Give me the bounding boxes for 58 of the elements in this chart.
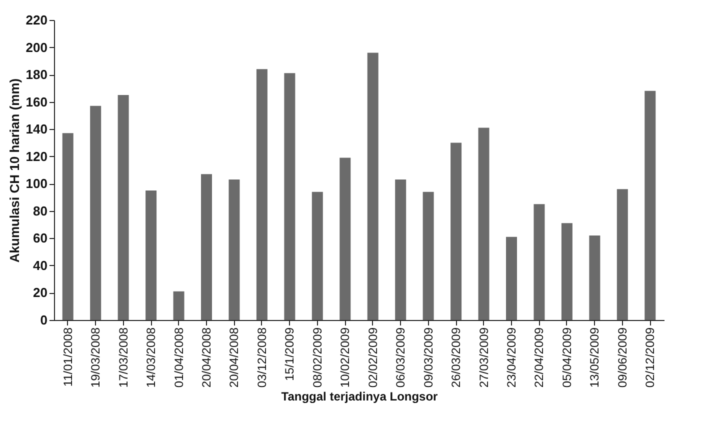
x-tick-label: 23/04/2009 <box>504 327 518 388</box>
y-tick-label: 200 <box>26 40 48 55</box>
bar <box>589 235 600 320</box>
bar <box>228 180 240 320</box>
x-tick-label: 22/04/2009 <box>532 327 546 388</box>
y-tick-label: 120 <box>26 148 48 164</box>
y-tick-label: 140 <box>26 122 48 137</box>
bar <box>395 180 406 320</box>
x-tick-label: 08/02/2009 <box>310 327 324 388</box>
bar <box>616 189 628 320</box>
bar <box>561 223 572 320</box>
x-tick-label: 09/03/2009 <box>421 327 436 388</box>
x-tick-label: 20/04/2008 <box>227 327 242 388</box>
y-tick-label: 20 <box>33 285 48 300</box>
y-tick-label: 180 <box>26 67 48 82</box>
bar <box>450 142 462 320</box>
y-tick-label: 160 <box>26 94 48 110</box>
bar <box>284 73 296 320</box>
y-tick-label: 80 <box>33 203 48 218</box>
x-tick-label: 27/03/2009 <box>476 327 491 388</box>
x-tick-label: 02/02/2009 <box>366 327 380 388</box>
bar <box>644 90 656 320</box>
x-tick-label: 19/03/2008 <box>88 327 103 388</box>
x-tick-label: 09/06/2009 <box>615 327 630 388</box>
bar <box>506 236 517 320</box>
y-tick-label: 60 <box>33 230 48 246</box>
bar <box>256 69 268 320</box>
bar <box>340 158 351 320</box>
x-tick-label: 06/03/2009 <box>394 327 408 388</box>
bar <box>478 128 490 320</box>
x-tick-label: 05/04/2009 <box>560 327 574 388</box>
x-tick-label: 02/12/2009 <box>643 327 658 388</box>
bar <box>201 174 212 320</box>
x-tick-label: 10/02/2009 <box>338 327 352 388</box>
x-tick-label: 17/03/2008 <box>116 327 130 388</box>
bar <box>118 95 129 320</box>
bar <box>367 52 378 320</box>
y-tick-label: 100 <box>26 176 48 192</box>
x-tick-label: 03/12/2008 <box>254 327 269 388</box>
x-tick-label: 14/03/2008 <box>144 327 158 388</box>
y-tick-label: 0 <box>40 312 48 328</box>
x-tick-label: 20/04/2008 <box>200 327 214 388</box>
x-tick-label: 15/1/2009 <box>282 327 297 381</box>
x-tick-label: 01/04/2008 <box>172 327 186 388</box>
bar <box>173 291 184 320</box>
bar <box>422 192 434 320</box>
bar <box>312 192 323 320</box>
bar <box>90 106 102 320</box>
bar <box>534 204 545 320</box>
x-tick-label: 26/03/2009 <box>449 327 464 388</box>
bar <box>62 133 74 320</box>
y-tick-label: 220 <box>26 12 48 28</box>
bar <box>146 190 157 320</box>
x-tick-label: 13/05/2009 <box>588 327 602 388</box>
x-tick-label: 11/01/2008 <box>60 327 75 387</box>
y-tick-label: 40 <box>33 258 48 273</box>
y-axis-title: Akumulasi CH 10 harian (mm) <box>6 78 22 263</box>
x-axis-title: Tanggal terjadinya Longsor <box>281 390 438 404</box>
